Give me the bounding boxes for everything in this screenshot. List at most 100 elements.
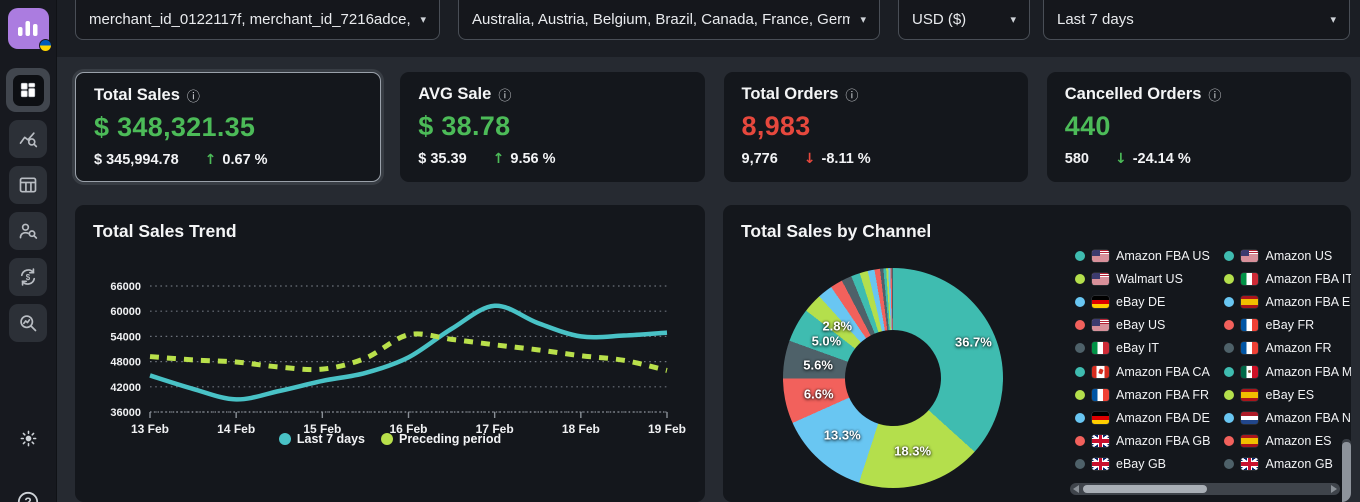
merchants-dropdown[interactable]: merchant_id_0122117f, merchant_id_7216ad… <box>75 0 440 40</box>
flag-gb-icon <box>1241 458 1259 471</box>
legend-item-ebay-gb[interactable]: eBay GB <box>1075 453 1210 476</box>
legend-item-amazon-fba-us[interactable]: Amazon FBA US <box>1075 244 1210 267</box>
legend-dot <box>1075 412 1085 423</box>
sidebar-item-orders-table[interactable] <box>9 166 47 204</box>
sidebar-item-customers-search[interactable] <box>9 212 47 250</box>
sidebar-item-sales-analytics[interactable] <box>9 120 47 158</box>
legend-label: Amazon FBA GB <box>1116 434 1211 449</box>
legend-item-ebay-us[interactable]: eBay US <box>1075 314 1210 337</box>
info-icon[interactable]: ⓘ <box>186 90 200 105</box>
kpi-previous-value: $ 35.39 <box>418 151 467 167</box>
dashboard-content: Total Sales ⓘ $ 348,321.35 $ 345,994.78 … <box>57 57 1360 502</box>
legend-item-walmart-us[interactable]: Walmart US <box>1075 267 1210 290</box>
kpi-card-total-orders[interactable]: Total Orders ⓘ 8,983 9,776 ↓ -8.11 % <box>723 72 1028 182</box>
kpi-delta: -24.14 % <box>1132 151 1191 167</box>
currency-dropdown[interactable]: USD ($) ▾ <box>898 0 1030 40</box>
sidebar-item-currency-exchange[interactable]: $ <box>9 258 47 296</box>
legend-vertical-scrollbar[interactable] <box>1342 439 1351 502</box>
trend-arrow-icon: ↑ <box>492 151 505 167</box>
legend-item-ebay-de[interactable]: eBay DE <box>1075 290 1210 313</box>
kpi-delta: 0.67 % <box>222 152 268 168</box>
legend-item-ebay-it[interactable]: eBay IT <box>1075 337 1210 360</box>
legend-label: Amazon FBA FR <box>1116 387 1210 402</box>
legend-item-amazon-fba-mx[interactable]: Amazon FBA MX <box>1224 360 1351 383</box>
info-icon[interactable]: ⓘ <box>498 89 512 104</box>
total-sales-trend-card: Total Sales Trend 36000 42000 48000 54000 60… <box>75 205 705 502</box>
legend-item-amazon-fba-fr[interactable]: Amazon FBA FR <box>1075 383 1210 406</box>
kpi-value: 440 <box>1064 111 1111 141</box>
donut-hole <box>845 330 941 426</box>
legend-item-amazon-es[interactable]: Amazon ES <box>1224 430 1351 453</box>
kpi-card-cancelled-orders[interactable]: Cancelled Orders ⓘ 440 580 ↓ -24.14 % <box>1046 72 1351 182</box>
table-icon <box>19 177 37 193</box>
legend-item-amazon-fba-ca[interactable]: Amazon FBA CA <box>1075 360 1210 383</box>
legend-label: Amazon US <box>1265 248 1333 263</box>
legend-dot <box>1075 296 1085 307</box>
sidebar-item-dashboard[interactable] <box>6 68 50 112</box>
svg-text:42000: 42000 <box>110 382 141 394</box>
svg-text:18 Feb: 18 Feb <box>562 422 600 436</box>
flag-ca-icon <box>1092 365 1109 378</box>
kpi-card-total-sales[interactable]: Total Sales ⓘ $ 348,321.35 $ 345,994.78 … <box>75 72 382 182</box>
user-search-icon <box>19 223 38 239</box>
info-icon[interactable]: ⓘ <box>845 89 859 104</box>
app-logo[interactable] <box>7 8 52 52</box>
svg-text:$: $ <box>26 273 31 282</box>
legend-dot <box>1224 459 1235 470</box>
legend-label: eBay DE <box>1116 294 1166 309</box>
legend-dot <box>1224 273 1235 284</box>
search-trend-icon <box>20 315 37 332</box>
info-icon[interactable]: ⓘ <box>1208 89 1222 104</box>
donut-slice-label: 13.3% <box>823 427 861 443</box>
donut-slice-label: 2.8% <box>822 318 853 334</box>
chart-title: Total Sales Trend <box>93 221 237 241</box>
svg-text:19 Feb: 19 Feb <box>648 422 686 436</box>
legend-item-amazon-gb[interactable]: Amazon GB <box>1224 453 1351 476</box>
vertical-scroll-thumb[interactable] <box>1342 442 1351 502</box>
kpi-title: Total Sales ⓘ <box>94 86 200 105</box>
scroll-left-icon[interactable] <box>1073 485 1079 493</box>
ukraine-flag-badge-icon <box>38 39 52 52</box>
legend-item-ebay-fr[interactable]: eBay FR <box>1224 314 1351 337</box>
donut-slice-label: 36.7% <box>954 334 992 350</box>
theme-toggle-button[interactable] <box>19 429 38 448</box>
legend-label: Amazon FBA DE <box>1116 410 1210 425</box>
main-area: merchant_id_0122117f, merchant_id_7216ad… <box>57 0 1360 502</box>
kpi-previous-and-delta: 9,776 ↓ -8.11 % <box>742 151 1010 167</box>
legend-horizontal-scrollbar[interactable] <box>1070 483 1340 495</box>
help-button[interactable]: ? <box>16 490 40 502</box>
currency-sync-icon: $ <box>20 268 36 286</box>
topbar-filters: merchant_id_0122117f, merchant_id_7216ad… <box>57 0 1360 57</box>
kpi-card-avg-sale[interactable]: AVG Sale ⓘ $ 38.78 $ 35.39 ↑ 9.56 % <box>400 72 705 182</box>
kpi-previous-value: $ 345,994.78 <box>94 152 179 168</box>
sidebar-item-search-report[interactable] <box>9 304 47 342</box>
horizontal-scroll-thumb[interactable] <box>1083 485 1207 493</box>
flag-it-icon <box>1241 272 1259 285</box>
legend-item-amazon-fr[interactable]: Amazon FR <box>1224 337 1351 360</box>
legend-label: eBay FR <box>1265 318 1315 333</box>
legend-item-last-7-days[interactable]: Last 7 days <box>278 432 365 446</box>
legend-item-amazon-us[interactable]: Amazon US <box>1224 244 1351 267</box>
legend-item-amazon-fba-es[interactable]: Amazon FBA ES <box>1224 290 1351 313</box>
date-range-dropdown[interactable]: Last 7 days ▾ <box>1043 0 1350 40</box>
legend-item-amazon-fba-it[interactable]: Amazon FBA IT <box>1224 267 1351 290</box>
legend-label: Amazon GB <box>1265 457 1333 472</box>
legend-item-preceding-period[interactable]: Preceding period <box>380 432 501 446</box>
legend-item-amazon-fba-nl[interactable]: Amazon FBA NL <box>1224 406 1351 429</box>
svg-text:66000: 66000 <box>110 281 141 293</box>
sales-by-channel-donut[interactable]: 36.7% 18.3% 13.3% 6.6% 5.6% 5.0% 2.8% <box>783 268 1003 488</box>
kpi-value: $ 348,321.35 <box>94 112 256 142</box>
total-sales-trend-plot: 36000 42000 48000 54000 60000 66000 13 Feb 14 F… <box>110 281 686 436</box>
legend-label: Amazon FBA IT <box>1265 271 1351 286</box>
merchants-dropdown-value: merchant_id_0122117f, merchant_id_7216ad… <box>89 10 411 28</box>
kpi-value: 8,983 <box>741 111 811 141</box>
legend-item-ebay-es[interactable]: eBay ES <box>1224 383 1351 406</box>
legend-dot <box>1075 366 1085 377</box>
legend-dot <box>1224 412 1235 423</box>
kpi-previous-and-delta: $ 35.39 ↑ 9.56 % <box>418 151 686 167</box>
legend-item-amazon-fba-de[interactable]: Amazon FBA DE <box>1075 406 1210 429</box>
legend-dot <box>1075 343 1085 354</box>
scroll-right-icon[interactable] <box>1331 485 1337 493</box>
legend-item-amazon-fba-gb[interactable]: Amazon FBA GB <box>1075 430 1210 453</box>
marketplaces-dropdown[interactable]: Australia, Austria, Belgium, Brazil, Can… <box>458 0 880 40</box>
